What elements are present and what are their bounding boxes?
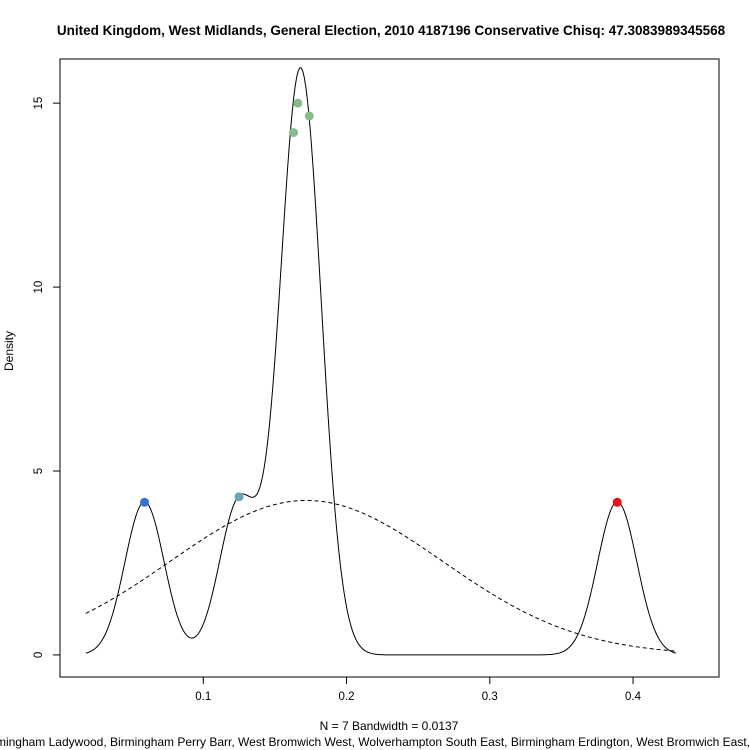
x-tick-label: 0.4 [625, 691, 642, 703]
x-axis: 0.1 0.2 0.3 0.4 [195, 676, 642, 703]
data-point [293, 98, 303, 108]
x-tick-label: 0.3 [482, 691, 498, 703]
y-tick-label: 0 [33, 652, 45, 658]
y-axis: 0 5 10 15 [33, 97, 61, 658]
data-point [234, 492, 244, 502]
data-point [612, 497, 622, 507]
normal-reference-curve [85, 499, 677, 652]
x-tick-label: 0.1 [195, 691, 211, 703]
y-tick-label: 10 [33, 281, 45, 294]
data-point [289, 128, 299, 138]
y-tick-label: 15 [33, 97, 45, 110]
kernel-density-curve [85, 67, 677, 656]
x-axis-label: N = 7 Bandwidth = 0.0137 [320, 719, 459, 733]
data-points [140, 98, 622, 507]
chart-title: United Kingdom, West Midlands, General E… [57, 23, 726, 38]
constituencies-label: Birmingham Ladywood, Birmingham Perry Ba… [0, 735, 750, 749]
plot-frame [59, 58, 720, 678]
y-axis-label: Density [2, 331, 16, 371]
data-point [140, 497, 150, 507]
data-point [304, 111, 314, 121]
y-tick-label: 5 [33, 468, 45, 474]
x-tick-label: 0.2 [339, 691, 355, 703]
